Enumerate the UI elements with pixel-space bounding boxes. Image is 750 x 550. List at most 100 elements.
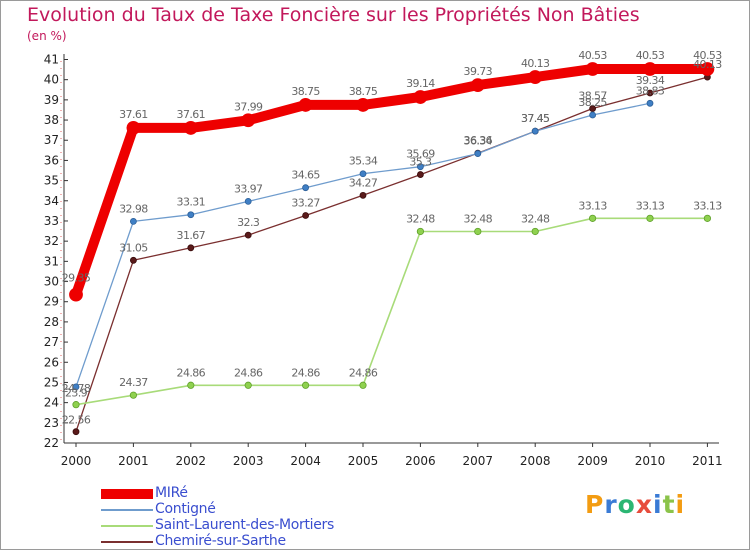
data-point — [356, 98, 370, 112]
data-point — [531, 227, 539, 236]
x-tick-label: 2006 — [405, 454, 436, 468]
y-tick-label: 41 — [44, 53, 59, 67]
legend-label: MIRé — [155, 485, 188, 501]
y-tick-label: 33 — [44, 214, 59, 228]
x-tick-label: 2002 — [176, 454, 207, 468]
data-label: 33.13 — [636, 199, 665, 212]
data-point — [589, 111, 596, 119]
y-tick-label: 23 — [44, 416, 59, 430]
series-line-chemire-sur-sarthe — [75, 76, 709, 433]
data-point — [585, 62, 600, 76]
legend-swatch — [101, 541, 153, 543]
data-point — [129, 391, 137, 399]
logo-letter: r — [604, 490, 618, 519]
legend-swatch — [101, 489, 153, 499]
data-label: 36.36 — [464, 134, 493, 147]
data-point — [126, 121, 141, 135]
y-tick-label: 32 — [44, 234, 59, 248]
x-tick-label: 2005 — [348, 454, 379, 468]
data-point — [244, 381, 252, 389]
data-label: 35.3 — [409, 156, 432, 169]
data-point — [241, 113, 256, 128]
data-point — [183, 121, 198, 135]
data-label: 24.37 — [119, 376, 148, 389]
y-tick-label: 22 — [44, 436, 59, 450]
data-point — [244, 231, 252, 239]
y-tick-label: 25 — [44, 375, 59, 389]
data-label: 32.48 — [406, 212, 435, 225]
data-point — [187, 381, 195, 389]
logo-letter: i — [675, 490, 686, 519]
data-label: 32.48 — [521, 212, 550, 225]
data-point — [129, 256, 137, 264]
x-tick-label: 2000 — [61, 454, 92, 468]
data-label: 33.27 — [291, 197, 320, 210]
logo-letter: x — [635, 490, 653, 519]
data-point — [359, 381, 367, 389]
y-tick-label: 39 — [44, 93, 59, 107]
data-label: 32.98 — [119, 202, 148, 215]
data-label: 34.65 — [291, 169, 320, 182]
series-contigne — [72, 99, 654, 391]
data-label: 38.75 — [349, 85, 378, 98]
y-tick-label: 26 — [44, 355, 59, 369]
data-label: 39.34 — [636, 74, 665, 87]
data-label: 39.73 — [464, 65, 493, 78]
y-axis-ticks: 22 23 24 25 26 27 28 29 30 31 32 33 34 35 36 37 38 39 40 41 — [44, 53, 68, 450]
logo-letter: i — [653, 490, 663, 519]
data-point — [474, 227, 482, 236]
y-tick-label: 34 — [44, 194, 59, 208]
data-label: 33.31 — [177, 196, 206, 209]
data-label: 40.53 — [693, 49, 722, 62]
y-tick-label: 35 — [44, 174, 59, 188]
data-point — [301, 381, 310, 389]
data-point — [187, 244, 195, 252]
data-point — [474, 150, 482, 157]
data-label: 33.13 — [693, 199, 722, 212]
data-label: 24.86 — [349, 366, 378, 379]
y-tick-label: 24 — [44, 396, 59, 410]
data-point — [416, 171, 424, 178]
data-point — [359, 191, 367, 199]
data-label: 32.3 — [237, 216, 260, 229]
x-tick-label: 2004 — [290, 454, 321, 468]
data-label: 38.25 — [578, 96, 607, 109]
data-label: 37.45 — [521, 112, 550, 125]
series-line-saint-laurent-des-mortiers — [75, 217, 709, 406]
x-tick-label: 2009 — [577, 454, 608, 468]
data-point — [413, 90, 428, 104]
data-labels: 29.35 37.61 37.61 37.99 38.75 38.75 39.14 39.73… — [62, 49, 723, 427]
data-point — [470, 78, 485, 93]
legend-label: Contigné — [155, 501, 216, 517]
data-label: 40.13 — [693, 58, 722, 71]
data-label: 40.53 — [578, 49, 607, 62]
data-point — [700, 62, 715, 76]
data-label: 38.83 — [636, 84, 665, 97]
data-label: 40.53 — [636, 49, 665, 62]
data-point — [72, 401, 80, 409]
data-label: 38.75 — [291, 85, 320, 98]
data-label: 33.13 — [578, 199, 607, 212]
logo-letter: t — [662, 490, 676, 519]
data-label: 37.61 — [119, 108, 148, 121]
data-point — [589, 105, 596, 112]
data-label: 35.34 — [349, 155, 378, 168]
data-point — [72, 383, 80, 391]
data-point — [69, 287, 83, 302]
y-tick-label: 37 — [44, 133, 59, 147]
data-point — [528, 70, 543, 84]
data-label: 38.57 — [578, 90, 607, 103]
data-point — [302, 184, 310, 192]
x-axis-ticks: 2000 2001 2002 2003 2004 2005 2006 2007 2008 2009… — [61, 443, 723, 468]
y-tick-label: 38 — [44, 113, 59, 127]
x-tick-label: 2008 — [520, 454, 551, 468]
y-tick-label: 27 — [44, 335, 59, 349]
x-tick-label: 2011 — [692, 454, 723, 468]
x-tick-label: 2007 — [463, 454, 494, 468]
data-label: 33.97 — [234, 182, 263, 195]
data-point — [129, 217, 137, 225]
data-point — [588, 214, 597, 222]
data-point — [72, 428, 80, 436]
